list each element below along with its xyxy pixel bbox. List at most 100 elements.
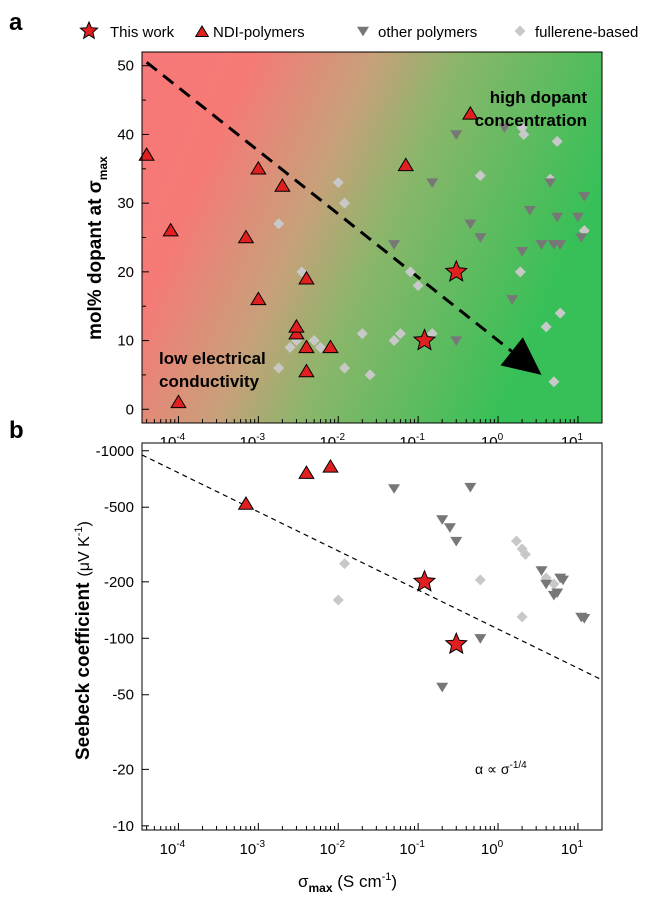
panel-a-point-other-polymers-10 [535,240,548,250]
panel-a-y-axis-title: mol% dopant at σmax [85,156,110,340]
panel-a-point-fullerene-based-17 [474,170,486,182]
panel-b-x-ticks: 10-4 10-3 10-2 10-1 100 101 [146,823,603,858]
panel-b-point-other-polymers-3 [450,536,463,547]
panel-a-point-ndi-polymers-14 [462,105,479,120]
panel-b-ylabel-main: Seebeck coefficient [73,582,94,760]
panel-a-point-fullerene-based-21 [540,321,552,333]
panel-a-y-tick-label-4: 40 [117,126,134,143]
panel-a-point-other-polymers-4 [464,219,477,230]
trend-arrow-head [500,337,542,375]
panel-b-x-tick-exp-2: -2 [336,839,345,850]
panel-a-point-fullerene-based-0 [273,218,285,230]
panel-a-point-other-polymers-16 [575,233,588,243]
panel-a-x-tick-exp-3: -1 [416,432,425,443]
fit-label-main: α ∝ σ [475,761,510,777]
panel-b-frame [141,442,603,831]
panel-b-point-other-polymers-8 [540,579,553,590]
legend-star-icon [79,20,99,40]
panel-b-y-tick-label-1: -500 [104,499,134,516]
panel-a-point-ndi-polymers-12 [322,339,339,354]
panel-a-point-ndi-polymers-13 [397,157,414,172]
legend-label-ndi: NDI-polymers [213,24,305,41]
panel-a-point-fullerene-based-23 [548,376,560,388]
panel-a-point-ndi-polymers-3 [237,229,255,244]
panel-b-point-ndi-polymers-2 [322,458,339,473]
panel-b-y-tick-label-2: -200 [104,574,134,591]
panel-a-point-fullerene-based-14 [404,266,416,278]
panel-a-point-ndi-polymers-10 [298,363,315,378]
panel-b-point-other-polymers-4 [464,482,477,493]
panel-b-x-tick-exp-0: -4 [176,839,185,850]
panel-a-point-fullerene-based-12 [388,335,400,347]
panel-a-point-ndi-polymers-4 [250,160,267,175]
panel-b-x-tick-base-5: 10 [561,841,578,858]
panel-a-point-other-polymers-14 [554,240,567,250]
panel-a-point-fullerene-based-20 [518,128,530,140]
panel-a-point-fullerene-based-9 [339,362,351,374]
legend-triangle-down-icon [357,26,369,37]
panel-b-y-tick-label-4: -50 [112,687,134,704]
panel-b-ylabel-unit: (μV K [76,536,93,577]
panel-b-x-tick-base-3: 10 [399,841,416,858]
panel-b-point-other-polymers-1 [436,515,449,525]
panel-a-point-fullerene-based-19 [516,122,528,134]
panel-b-point-fullerene-based-5 [519,548,531,560]
panel-a-point-other-polymers-0 [388,240,401,250]
panel-a-frame [141,51,603,424]
panel-b-x-tick-exp-4: 0 [498,839,504,850]
panel-a-point-other-polymers-13 [551,212,564,223]
panel-a-point-ndi-polymers-5 [250,291,267,306]
fit-label-exp: -1/4 [510,760,528,771]
panel-b-points [237,458,591,693]
panel-a-point-fullerene-based-18 [514,266,526,278]
panel-b-point-other-polymers-10 [551,588,564,599]
panel-a-point-fullerene-based-10 [356,328,368,340]
annotation-low-conductivity-line2: conductivity [159,372,260,391]
panel-b-point-fullerene-based-2 [474,574,486,586]
panel-b-xlabel-sub: max [309,881,333,895]
annotation-high-dopant-line1: high dopant [490,88,588,107]
panel-b-point-other-polymers-0 [388,484,401,494]
panel-a-point-fullerene-based-13 [394,328,406,340]
legend-label-other: other polymers [378,24,477,41]
panel-b-point-other-polymers-2 [443,523,456,533]
legend-diamond-icon [514,25,526,37]
panel-a-y-tick-label-3: 30 [117,195,134,212]
panel-b-point-this-work-0 [412,569,437,592]
panel-a-point-fullerene-based-15 [412,280,424,292]
panel-a-point-other-polymers-8 [516,247,529,257]
panel-a-point-this-work-1 [444,259,468,282]
panel-a-point-ndi-polymers-2 [170,394,187,409]
panel-b-x-tick-exp-3: -1 [416,839,425,850]
legend-label-this-work: This work [110,24,175,41]
panel-a-ylabel-main: mol% dopant at σ [85,180,106,340]
panel-b-y-axis-title: Seebeck coefficient (μV K-1) [73,521,94,760]
panel-b-x-tick-label-4: 100 [481,839,504,858]
panel-a-point-other-polymers-3 [450,336,463,346]
panel-a-point-other-polymers-1 [426,178,439,188]
panel-b-x-tick-base-0: 10 [160,841,177,858]
panel-a-y-tick-label-0: 0 [126,401,134,418]
legend-item-fullerene: fullerene-based [514,24,638,41]
panel-a-point-fullerene-based-25 [554,307,566,319]
panel-a-point-other-polymers-15 [571,212,584,223]
panel-b-y-tick-label-0: -1000 [96,443,134,460]
legend: This work NDI-polymers other polymers fu… [79,20,638,41]
panel-b-x-tick-exp-5: 1 [578,839,584,850]
annotation-high-dopant-line2: concentration [475,111,587,130]
panel-a-letter: a [9,9,23,36]
panel-b-xlabel-unit: (S cm [333,872,382,891]
panel-a-point-fullerene-based-11 [364,369,376,381]
panel-a-point-ndi-polymers-0 [138,147,155,161]
legend-label-fullerene: fullerene-based [535,24,638,41]
panel-b-point-other-polymers-14 [578,613,591,624]
panel-a-y-tick-label-5: 50 [117,58,134,75]
panel-b-x-tick-label-0: 10-4 [160,839,186,858]
panel-a-point-fullerene-based-7 [332,177,344,189]
panel-a-x-tick-exp-4: 0 [498,432,504,443]
panel-b-y-ticks: -1000 -500 -200 -100 -50 -20 -10 [96,443,149,835]
panel-b-x-tick-label-1: 10-3 [240,839,266,858]
panel-a-point-other-polymers-11 [544,178,557,188]
panel-a-point-other-polymers-7 [506,295,519,305]
